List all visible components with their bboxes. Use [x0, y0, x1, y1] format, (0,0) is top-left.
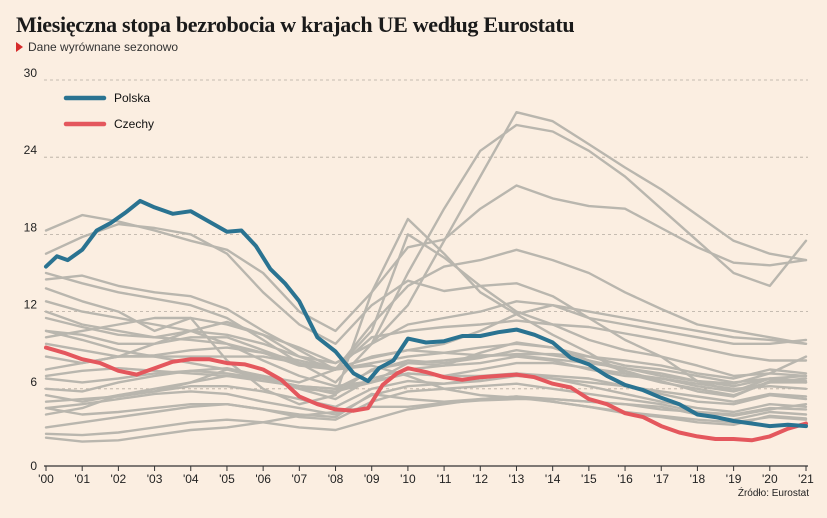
x-tick-label: '17 — [653, 472, 669, 486]
x-tick-label: '05 — [219, 472, 235, 486]
x-tick-label: '02 — [111, 472, 127, 486]
triangle-marker-icon — [16, 42, 23, 52]
series-line-other — [44, 342, 808, 384]
x-tick-label: '14 — [545, 472, 561, 486]
series-line-other — [44, 395, 808, 437]
source-note: Źródło: Eurostat — [737, 488, 809, 499]
x-tick-label: '10 — [400, 472, 416, 486]
x-tick-label: '19 — [726, 472, 742, 486]
y-tick-label: 18 — [24, 220, 38, 234]
x-tick-label: '13 — [509, 472, 525, 486]
series-line-other — [44, 319, 808, 416]
x-tick-label: '11 — [437, 472, 452, 486]
series-line-other — [44, 349, 808, 390]
x-tick-label: '16 — [617, 472, 633, 486]
chart-subtitle: Dane wyrównane sezonowo — [28, 40, 179, 54]
series-line-czechy — [44, 345, 808, 443]
subtitle-row: Dane wyrównane sezonowo — [16, 40, 178, 54]
series-line-polska — [44, 198, 808, 429]
series-line-other — [44, 300, 808, 365]
x-tick-label: '01 — [74, 472, 90, 486]
x-tick-label: '21 — [798, 472, 814, 486]
series-line-other — [44, 111, 808, 365]
legend: Polska Czechy — [63, 91, 154, 131]
legend-label-czechy: Czechy — [114, 117, 154, 131]
y-tick-label: 24 — [24, 143, 38, 157]
x-tick-label: '03 — [147, 472, 163, 486]
x-tick-label: '06 — [255, 472, 271, 486]
chart-title: Miesięczna stopa bezrobocia w krajach UE… — [16, 12, 575, 37]
series-line-other — [44, 123, 808, 384]
legend-label-polska: Polska — [114, 91, 150, 105]
y-tick-label: 6 — [30, 375, 37, 389]
series-line-other — [44, 233, 808, 378]
series-line-other — [44, 397, 808, 443]
y-tick-label: 0 — [30, 459, 37, 473]
highlighted-series — [44, 198, 808, 443]
x-tick-label: '20 — [762, 472, 778, 486]
x-tick-label: '18 — [690, 472, 706, 486]
x-axis: '00 '01 '02 '03 '04 '05 '06 '07 '08 '09 '10 '11 '12 '… — [38, 466, 814, 486]
x-tick-label: '08 — [328, 472, 344, 486]
x-tick-label: '04 — [183, 472, 199, 486]
y-tick-label: 30 — [24, 66, 38, 80]
series-line-other — [44, 374, 808, 408]
x-tick-label: '07 — [292, 472, 308, 486]
x-tick-label: '12 — [472, 472, 488, 486]
other-countries-series — [44, 111, 808, 443]
y-tick-label: 12 — [24, 298, 38, 312]
y-axis-labels: 0 6 12 18 24 30 — [24, 66, 38, 473]
x-tick-label: '09 — [364, 472, 380, 486]
series-line-other — [44, 342, 808, 385]
series-line-other — [44, 341, 808, 401]
series-line-other — [44, 184, 808, 333]
series-line-other — [44, 300, 808, 393]
x-tick-label: '15 — [581, 472, 597, 486]
x-tick-label: '00 — [38, 472, 54, 486]
series-line-other — [44, 382, 808, 421]
series-line-other — [44, 304, 808, 371]
